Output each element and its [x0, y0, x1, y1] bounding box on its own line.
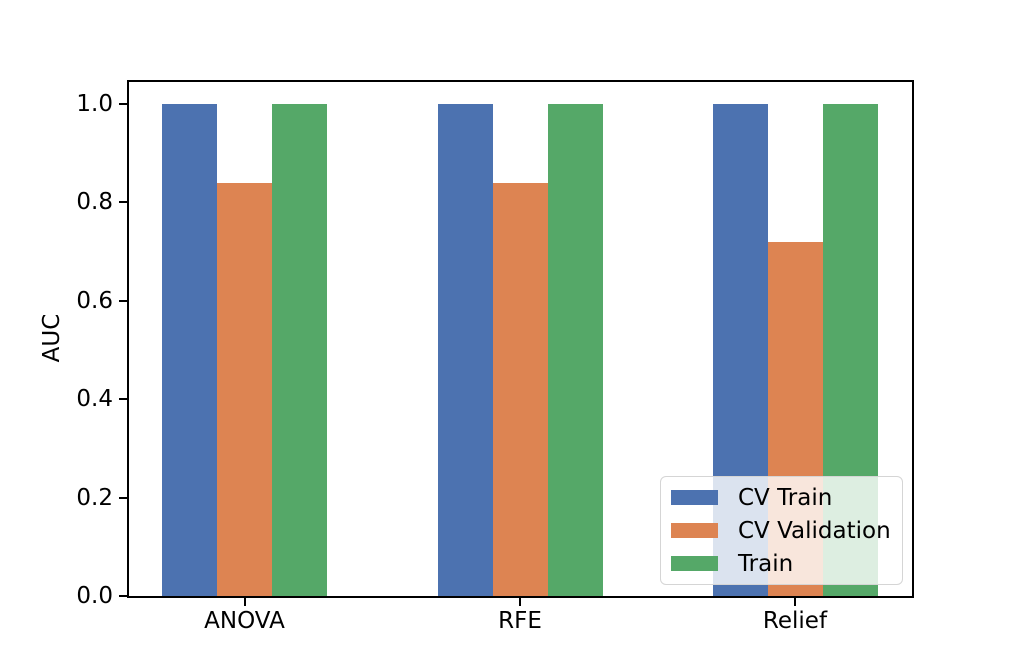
legend-swatch-icon	[671, 556, 718, 571]
bar-train-rfe	[547, 104, 603, 596]
y-tick-mark	[119, 398, 127, 401]
y-tick-label: 0.0	[76, 583, 113, 609]
y-tick-mark	[119, 496, 127, 499]
bar-cv-validation-rfe	[492, 183, 548, 596]
legend-row-train: Train	[671, 551, 892, 577]
bar-train-anova	[272, 104, 327, 596]
x-tick-mark	[519, 598, 521, 606]
legend-row-cv-train: CV Train	[671, 485, 892, 511]
x-tick-label-rfe: RFE	[498, 608, 542, 634]
y-tick-mark	[119, 103, 127, 105]
y-tick-label: 0.8	[76, 189, 113, 216]
legend-swatch-icon	[671, 523, 718, 538]
x-tick-label-anova: ANOVA	[204, 608, 285, 634]
y-axis-label: AUC	[39, 313, 65, 363]
y-tick-label: 0.4	[76, 386, 113, 413]
bar-cv-train-anova	[162, 104, 217, 596]
x-tick-label-relief: Relief	[762, 608, 828, 634]
y-tick-mark	[119, 201, 127, 204]
bar-cv-validation-anova	[217, 183, 272, 596]
y-tick-mark	[119, 595, 127, 597]
y-tick-label: 1.0	[76, 91, 113, 117]
y-tick-label: 0.2	[76, 484, 113, 511]
legend-label: Train	[738, 550, 794, 577]
legend: CV Train CV Validation Train	[660, 476, 903, 585]
x-tick-mark	[243, 598, 246, 606]
y-tick-mark	[119, 299, 127, 302]
legend-row-cv-validation: CV Validation	[671, 518, 892, 544]
y-tick-label: 0.6	[76, 287, 113, 314]
x-tick-mark	[794, 598, 796, 606]
legend-label: CV Validation	[738, 517, 891, 544]
legend-swatch-icon	[671, 490, 718, 505]
bar-cv-train-rfe	[437, 104, 493, 596]
legend-label: CV Train	[738, 484, 833, 511]
plot-frame	[127, 80, 914, 598]
